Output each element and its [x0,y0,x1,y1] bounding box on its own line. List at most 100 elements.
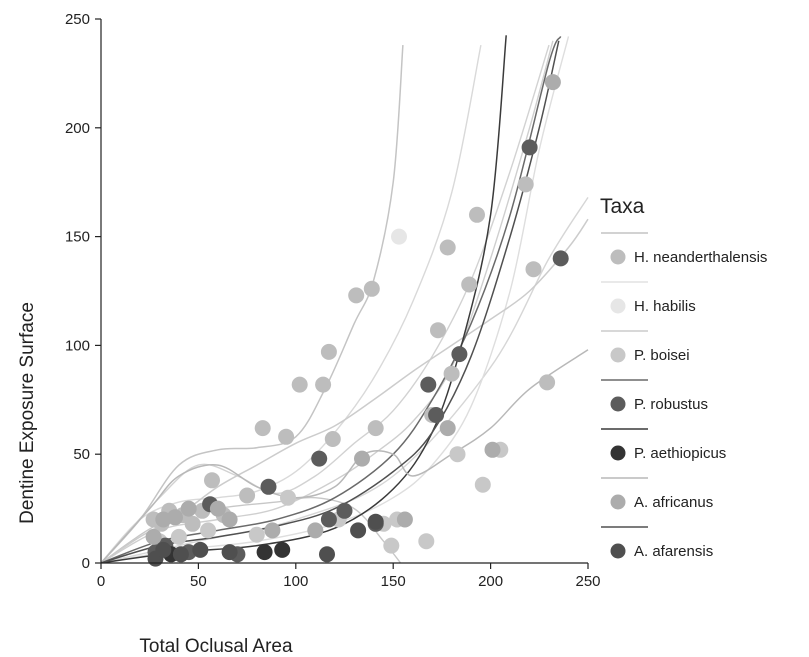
data-point [280,489,296,506]
data-point [167,509,183,526]
legend-marker [610,347,626,363]
data-point [320,343,337,360]
data-point [521,139,538,156]
data-point [221,511,238,528]
data-point [383,537,400,554]
x-tick-label: 100 [283,573,308,590]
fit-curve-a-africanus [101,349,589,563]
y-tick-label: 50 [73,446,90,463]
legend-marker [610,249,626,265]
legend-label: P. robustus [634,396,708,413]
y-tick-label: 200 [65,120,90,137]
data-point [439,420,456,437]
data-point [367,513,384,530]
data-point [307,522,324,539]
extra-fit-curve [101,40,554,563]
data-point [539,374,556,391]
legend-label: A. afarensis [634,543,713,560]
legend-marker [610,298,626,314]
extra-fit-curve [101,44,550,563]
data-point [184,515,201,532]
data-point [260,478,277,495]
data-point [320,511,337,528]
data-point [525,261,542,278]
data-point [336,502,353,519]
legend-label: P. boisei [634,347,690,364]
data-point [278,428,295,445]
fit-curve-h-neanderthalensis [101,45,404,563]
data-point [264,522,281,539]
legend-label: P. aethiopicus [634,445,726,462]
x-tick-label: 200 [478,573,503,590]
data-point [461,276,478,293]
y-tick-label: 250 [65,11,90,28]
data-point [155,541,172,558]
data-point [170,528,187,545]
fit-curves [101,35,589,563]
data-point [449,446,466,463]
data-point [552,250,569,267]
y-tick-label: 150 [65,229,90,246]
data-point [430,322,446,339]
data-point [544,74,561,91]
x-tick-label: 250 [575,573,600,590]
y-tick-label: 0 [82,555,90,572]
data-point [350,522,367,539]
data-point [256,544,273,561]
data-point [517,176,534,193]
legend-label: H. habilis [634,298,696,315]
data-point [469,206,485,223]
data-point [319,546,335,563]
data-point [254,420,271,437]
data-point [363,280,380,297]
x-axis-title: Total Oclusal Area [139,636,293,657]
legend-marker [610,445,626,461]
data-point [172,546,189,563]
fit-curve-p-aethiopicus [101,35,507,563]
data-point [145,528,162,545]
legend-title: Taxa [600,195,645,218]
data-point [315,376,332,393]
data-point [391,228,407,245]
data-point [248,526,265,543]
legend-marker [610,396,626,412]
data-point [180,500,197,517]
data-point [348,287,365,304]
legend-label: H. neanderthalensis [634,249,767,266]
x-tick-label: 150 [381,573,406,590]
data-point [354,450,370,467]
legend: Taxa H. neanderthalensis H. habilis P. bois… [600,195,767,560]
x-tick-label: 50 [190,573,207,590]
data-points [145,74,569,567]
data-point [443,365,460,382]
data-point [420,376,437,393]
extra-fit-curve [101,36,570,563]
legend-marker [610,494,626,510]
x-tick-label: 0 [97,573,105,590]
data-point [200,522,217,539]
y-axis-title: Dentine Exposure Surface [17,302,38,524]
data-point [221,544,238,561]
y-tick-label: 100 [65,337,90,354]
data-point [192,541,209,558]
data-point [428,407,445,423]
axes: 0 50 100 150 200 250 0 50 100 150 200 250 [65,11,601,590]
legend-label: A. africanus [634,494,713,511]
data-point [274,541,291,558]
data-point [311,450,328,467]
data-point [474,476,491,493]
legend-marker [610,543,626,559]
extra-fit-curve [101,197,589,563]
data-point [418,533,435,550]
data-point [439,239,456,256]
data-point [204,472,220,489]
data-point [484,441,501,458]
data-point [367,420,384,437]
data-point [451,346,468,363]
data-point [291,376,308,393]
data-point [239,487,256,504]
data-point [396,511,413,528]
extra-fit-curve [101,44,482,563]
data-point [209,500,226,517]
